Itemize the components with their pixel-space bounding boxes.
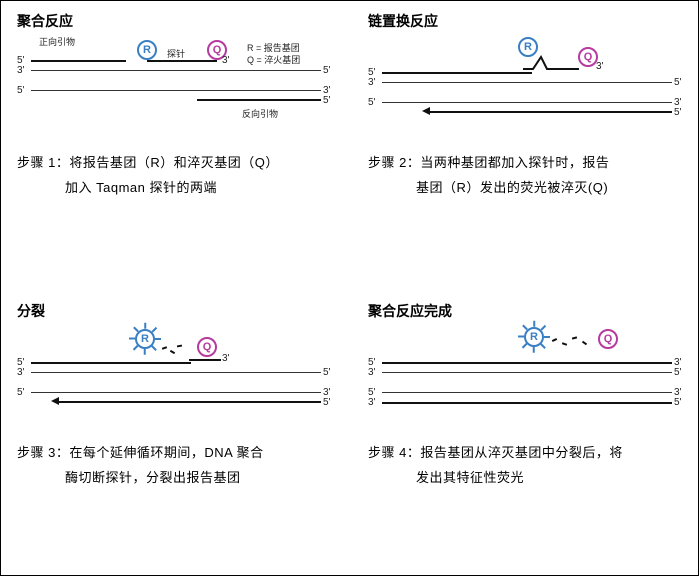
panel-4-caption-l1: 步骤 4：报告基团从淬灭基团中分裂后，将 — [368, 445, 623, 460]
reporter-icon: R — [518, 37, 538, 57]
probe-remain — [189, 359, 221, 361]
reporter-icon: R — [135, 329, 155, 349]
panel-4-caption: 步骤 4：报告基团从淬灭基团中分裂后，将 发出其特征性荧光 — [368, 441, 696, 490]
rev3 — [57, 401, 321, 403]
primer-line — [31, 60, 126, 62]
t3a — [31, 372, 321, 373]
panel-1-title: 聚合反应 — [17, 11, 345, 31]
panel-4: 聚合反应完成 R Q 5' 3' 3' 5' — [356, 301, 696, 490]
extend-line — [382, 72, 532, 74]
panel-3-title: 分裂 — [17, 301, 345, 321]
rev-ext — [428, 111, 672, 113]
s5c: 5' — [323, 95, 330, 106]
frag — [562, 342, 567, 346]
panel-2-title: 链置换反应 — [368, 11, 696, 31]
panel-1-diagram: 正向引物 5' R 探针 Q 3' R = 报告基团 Q = 淬火基团 3' 5… — [17, 37, 345, 147]
s3p3: 3' — [222, 353, 229, 364]
t4a — [382, 372, 672, 373]
reporter-icon: R — [524, 327, 544, 347]
frag — [552, 338, 557, 342]
full-top — [382, 362, 672, 364]
t2b — [382, 102, 672, 103]
panel-1-caption: 步骤 1：将报告基团（R）和淬灭基团（Q） 加入 Taqman 探针的两端 — [17, 151, 345, 200]
panel-1: 聚合反应 正向引物 5' R 探针 Q 3' R = 报告基团 Q = 淬火基团… — [5, 11, 345, 200]
t4b — [382, 392, 672, 393]
arrow-left-icon — [51, 397, 59, 405]
s5a: 5' — [323, 65, 330, 76]
panel-3: 分裂 R Q 3' 5' 3' — [5, 301, 345, 490]
panel-1-caption-l2: 加入 Taqman 探针的两端 — [17, 176, 345, 201]
reverse-primer-line — [197, 99, 321, 101]
reverse-primer-label: 反向引物 — [242, 107, 278, 120]
t2a — [382, 82, 672, 83]
panel-1-caption-l1: 步骤 1：将报告基团（R）和淬灭基团（Q） — [17, 155, 279, 170]
displaced-probe-kink — [523, 55, 581, 73]
frag — [572, 336, 577, 339]
s3a2: 3' — [368, 77, 375, 88]
s3d4: 3' — [368, 397, 375, 408]
s5d2: 5' — [674, 107, 681, 118]
panel-3-caption-l2: 酶切断探针，分裂出报告基团 — [17, 466, 345, 491]
reporter-icon: R — [137, 40, 157, 60]
s3a: 3' — [17, 65, 24, 76]
frag — [582, 341, 587, 346]
strand-3prime: 3' — [222, 55, 229, 66]
template-top — [31, 70, 321, 71]
arrow-left-icon — [422, 107, 430, 115]
quencher-icon: Q — [197, 337, 217, 357]
s5b: 5' — [17, 85, 24, 96]
template-bot — [31, 90, 321, 91]
s5c3: 5' — [17, 387, 24, 398]
panel-3-caption: 步骤 3：在每个延伸循环期间，DNA 聚合 酶切断探针，分裂出报告基团 — [17, 441, 345, 490]
panel-3-caption-l1: 步骤 3：在每个延伸循环期间，DNA 聚合 — [17, 445, 264, 460]
s5d3: 5' — [323, 397, 330, 408]
quencher-icon: Q — [598, 329, 618, 349]
s5b2: 5' — [674, 77, 681, 88]
panel-2-caption-l2: 基团（R）发出的荧光被淬灭(Q) — [368, 176, 696, 201]
panel-3-diagram: R Q 3' 5' 3' 5' 5' 3' 5' — [17, 327, 345, 437]
ext3 — [31, 362, 191, 364]
s5d4: 5' — [674, 397, 681, 408]
legend-q: Q = 淬火基团 — [247, 53, 300, 66]
panel-2-diagram: R Q 3' 5' 3' 5' 5' 3' 5' — [368, 37, 696, 147]
panel-2-caption-l1: 步骤 2：当两种基团都加入探针时，报告 — [368, 155, 609, 170]
panel-4-diagram: R Q 5' 3' 3' 5' 5' 3' 3' 5' — [368, 327, 696, 437]
panel-4-caption-l2: 发出其特征性荧光 — [368, 466, 696, 491]
s3a3: 3' — [17, 367, 24, 378]
quencher-icon: Q — [578, 47, 598, 67]
probe-label: 探针 — [167, 47, 185, 60]
s5c2: 5' — [368, 97, 375, 108]
panel-4-title: 聚合反应完成 — [368, 301, 696, 321]
frag — [162, 346, 167, 350]
frag — [177, 345, 182, 348]
full-bot — [382, 402, 672, 404]
diagram-frame: 聚合反应 正向引物 5' R 探针 Q 3' R = 报告基团 Q = 淬火基团… — [0, 0, 699, 576]
probe-line — [147, 60, 217, 62]
panel-2-caption: 步骤 2：当两种基团都加入探针时，报告 基团（R）发出的荧光被淬灭(Q) — [368, 151, 696, 200]
t3b — [31, 392, 321, 393]
forward-primer-label: 正向引物 — [39, 35, 75, 48]
s3p: 3' — [596, 61, 603, 72]
s3b4: 3' — [368, 367, 375, 378]
s5b4: 5' — [674, 367, 681, 378]
s5b3: 5' — [323, 367, 330, 378]
panel-2: 链置换反应 R Q 3' 5' 3' 5' 5' 3' 5' 步骤 2：当两种 — [356, 11, 696, 200]
frag — [170, 350, 175, 354]
